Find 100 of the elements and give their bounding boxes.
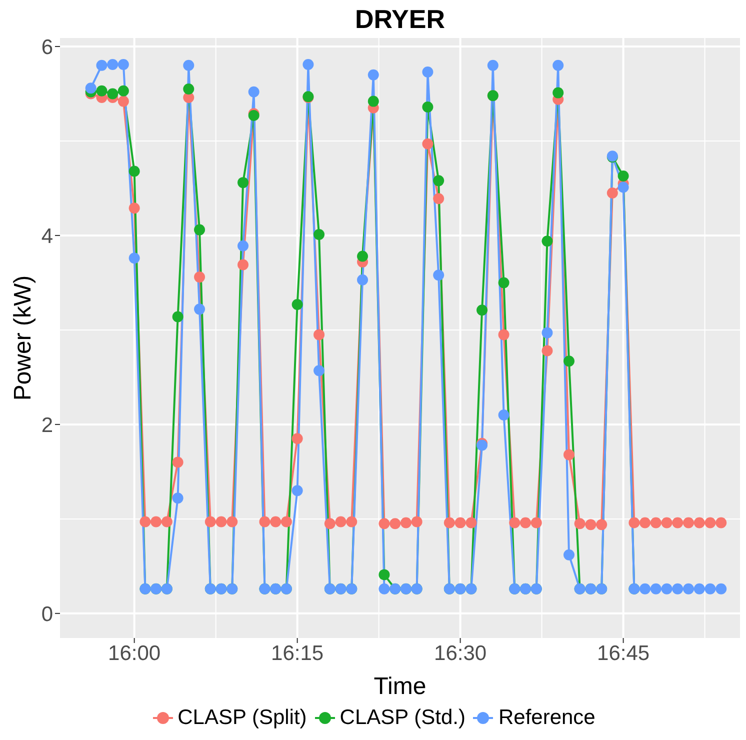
x-tick-label: 16:45 bbox=[597, 642, 650, 665]
point bbox=[618, 170, 629, 182]
point bbox=[161, 516, 172, 528]
point bbox=[292, 433, 303, 444]
point bbox=[585, 519, 596, 530]
point bbox=[682, 517, 694, 528]
point bbox=[378, 583, 390, 594]
legend-label: CLASP (Std.) bbox=[340, 706, 466, 730]
point bbox=[390, 518, 401, 530]
point bbox=[194, 272, 206, 283]
point bbox=[400, 517, 412, 528]
chart-title: DRYER bbox=[354, 4, 446, 35]
point bbox=[238, 259, 249, 270]
point bbox=[194, 304, 206, 315]
point bbox=[314, 329, 325, 340]
point bbox=[422, 66, 434, 78]
point bbox=[368, 69, 379, 80]
x-tick-label: 16:15 bbox=[271, 642, 324, 665]
point bbox=[628, 517, 640, 528]
point bbox=[368, 96, 379, 107]
point bbox=[596, 519, 608, 530]
point bbox=[498, 329, 510, 340]
point bbox=[128, 252, 140, 264]
point bbox=[357, 274, 368, 286]
point bbox=[85, 82, 96, 94]
point bbox=[704, 517, 716, 528]
point bbox=[563, 549, 574, 560]
point bbox=[118, 58, 129, 70]
point bbox=[172, 311, 184, 322]
point bbox=[183, 84, 194, 95]
point bbox=[716, 583, 727, 594]
point bbox=[314, 365, 325, 376]
point bbox=[150, 516, 162, 528]
point bbox=[618, 182, 629, 193]
point bbox=[172, 456, 184, 468]
point bbox=[357, 250, 368, 262]
point bbox=[552, 87, 564, 98]
y-tick-label: 4 bbox=[41, 224, 54, 248]
point bbox=[672, 583, 684, 594]
point bbox=[716, 517, 727, 528]
point bbox=[498, 277, 510, 288]
point bbox=[248, 86, 260, 98]
point bbox=[128, 166, 140, 177]
point bbox=[107, 88, 118, 100]
point bbox=[530, 517, 542, 528]
point bbox=[183, 60, 194, 71]
point bbox=[118, 96, 129, 107]
point bbox=[292, 298, 303, 310]
point bbox=[302, 58, 314, 70]
point bbox=[118, 85, 129, 96]
x-tick-label: 16:30 bbox=[434, 642, 487, 665]
point bbox=[280, 516, 292, 528]
y-axis-title: Power (kW) bbox=[10, 275, 37, 401]
point bbox=[216, 516, 227, 528]
point bbox=[661, 517, 672, 528]
point bbox=[682, 583, 694, 594]
point bbox=[324, 518, 336, 530]
point bbox=[96, 60, 108, 71]
point bbox=[542, 345, 553, 356]
point bbox=[140, 516, 151, 528]
point bbox=[433, 175, 444, 186]
point bbox=[270, 516, 282, 528]
point bbox=[574, 518, 586, 530]
point bbox=[694, 583, 705, 594]
point bbox=[466, 517, 477, 528]
x-axis-title: Time bbox=[374, 673, 426, 700]
point bbox=[454, 517, 466, 528]
point bbox=[259, 516, 270, 528]
point bbox=[378, 518, 390, 530]
point bbox=[346, 516, 358, 528]
point bbox=[704, 583, 716, 594]
point bbox=[552, 60, 564, 71]
point bbox=[96, 85, 108, 96]
y-tick-label: 0 bbox=[41, 602, 53, 626]
point bbox=[650, 583, 662, 594]
point bbox=[194, 224, 206, 236]
point bbox=[640, 583, 651, 594]
point bbox=[238, 240, 249, 252]
point bbox=[640, 517, 651, 528]
point bbox=[498, 410, 510, 421]
point bbox=[433, 193, 444, 204]
point bbox=[433, 270, 444, 281]
point bbox=[542, 236, 553, 247]
x-tick-label: 16:00 bbox=[108, 642, 161, 665]
point bbox=[661, 583, 672, 594]
point bbox=[204, 516, 216, 528]
point bbox=[335, 516, 346, 528]
point bbox=[238, 177, 249, 188]
point bbox=[542, 327, 553, 338]
point bbox=[672, 517, 684, 528]
point bbox=[107, 58, 118, 70]
point bbox=[694, 517, 705, 528]
y-tick-label: 2 bbox=[41, 414, 53, 437]
y-tick-label: 6 bbox=[41, 36, 53, 59]
point bbox=[650, 517, 662, 528]
point bbox=[476, 304, 488, 316]
point bbox=[606, 187, 618, 198]
point bbox=[444, 517, 455, 528]
point bbox=[563, 449, 574, 460]
legend-label: CLASP (Split) bbox=[178, 706, 307, 730]
